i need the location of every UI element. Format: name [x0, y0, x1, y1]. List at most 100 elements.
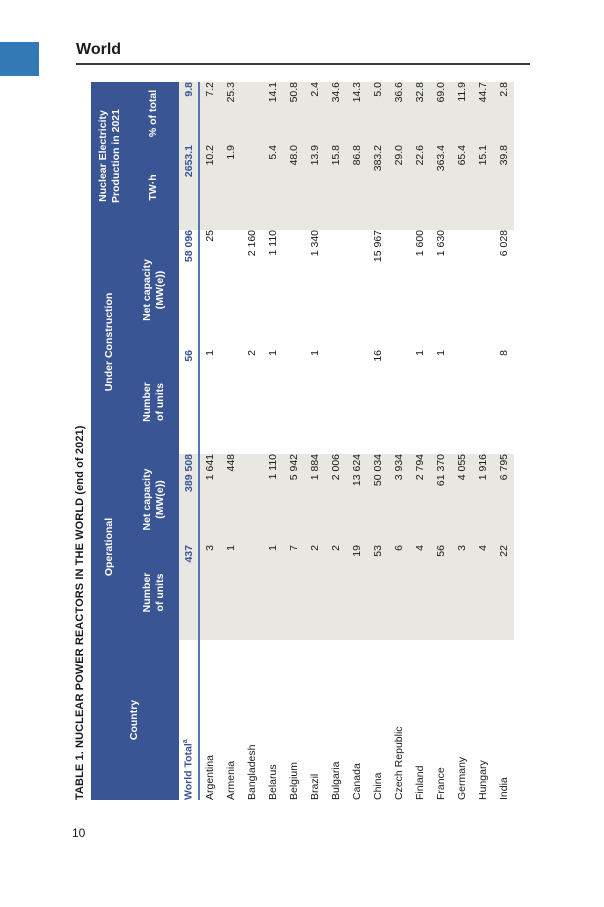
country-cell: Canada [350, 763, 363, 800]
op-cap-cell [241, 453, 262, 545]
op-cap-cell: 1 641 [199, 453, 220, 545]
op-units-cell: 3 [451, 545, 472, 640]
country-cell: Bangladesh [245, 744, 258, 800]
pct-cell: 69.0 [430, 81, 451, 145]
pct-cell: 36.6 [388, 81, 409, 145]
table-row: Canada 19 13 624 86.8 14.3 [346, 81, 367, 800]
uc-cap-cell: 1 340 [308, 229, 321, 257]
table-row: India 22 6 795 8 6 028 39.8 2.8 [493, 81, 514, 800]
twh-cell: 29.0 [388, 144, 409, 230]
col-header-country: Country [91, 640, 179, 800]
world-total-row: World Totala 437 389 508 56 58 096 2653.… [179, 81, 199, 800]
op-units-cell: 7 [283, 545, 304, 640]
uc-units-cell: 8 [497, 349, 510, 356]
table-row: Bulgaria 2 2 006 15.8 34.6 [325, 81, 346, 800]
op-units-cell: 22 [493, 545, 514, 640]
op-units-cell: 3 [199, 545, 220, 640]
op-cap-cell: 6 795 [493, 453, 514, 545]
uc-units-cell: 1 [204, 349, 216, 356]
col-header-uc-capacity: Net capacity (MW(e)) [129, 229, 179, 350]
pct-cell: 34.6 [325, 81, 346, 145]
twh-cell: 1.9 [220, 144, 241, 230]
pct-cell: 14.3 [346, 81, 367, 145]
op-cap-cell: 13 624 [346, 453, 367, 545]
col-header-pct-of-total: % of total [129, 81, 179, 145]
uc-cap-cell: 6 028 [497, 229, 510, 257]
twh-cell: 363.4 [430, 144, 451, 230]
col-group-production-line1: Nuclear Electricity [96, 110, 109, 202]
uc-units-cell: 1 [434, 349, 447, 356]
twh-cell: 383.2 [367, 144, 388, 230]
pct-cell: 44.7 [472, 81, 493, 145]
pct-cell [241, 81, 262, 145]
table-title: TABLE 1. NUCLEAR POWER REACTORS IN THE W… [74, 425, 86, 800]
country-cell: Belgium [287, 762, 300, 800]
op-capacity-cell: 389 508 [179, 453, 199, 545]
country-cell: India [497, 777, 510, 800]
op-units-cell: 53 [367, 545, 388, 640]
table-row: Armenia 1 448 1.9 25.3 [220, 81, 241, 800]
uc-cap-cell: 2 160 [245, 229, 258, 257]
op-units-cell: 2 [325, 545, 346, 640]
country-cell: China [371, 772, 384, 800]
col-group-under-construction: Under Construction [91, 229, 129, 454]
op-cap-cell: 1 884 [304, 453, 325, 545]
pct-cell: 2.8 [493, 81, 514, 145]
footnote-marker: a [182, 739, 190, 744]
country-cell: Germany [455, 756, 468, 800]
op-units-cell: 19 [346, 545, 367, 640]
pct-cell: 50.8 [283, 81, 304, 145]
twh-cell: 10.2 [199, 144, 220, 230]
pct-cell: 14.1 [262, 81, 283, 145]
twh-cell: 22.6 [409, 144, 430, 230]
uc-cap-cell: 25 [204, 229, 216, 242]
twh-cell [241, 144, 262, 230]
twh-cell: 13.9 [304, 144, 325, 230]
country-cell: France [434, 767, 447, 800]
country-cell: World Totala [179, 640, 199, 800]
uc-cap-cell [388, 230, 409, 350]
reactor-table: Country Operational Under Construction N… [91, 81, 514, 800]
op-cap-cell: 1 110 [262, 453, 283, 545]
op-cap-cell: 50 034 [367, 453, 388, 545]
op-cap-cell: 2 794 [409, 453, 430, 545]
pct-cell: 11.9 [451, 81, 472, 145]
twh-cell: 5.4 [262, 144, 283, 230]
op-cap-cell: 4 055 [451, 453, 472, 545]
uc-units-cell [472, 350, 493, 454]
op-units-cell: 2 [304, 545, 325, 640]
table-body: World Totala 437 389 508 56 58 096 2653.… [179, 81, 514, 800]
op-units-cell: 1 [262, 545, 283, 640]
uc-units-cell [325, 350, 346, 454]
op-cap-cell: 3 934 [388, 453, 409, 545]
col-header-op-capacity: Net capacity (MW(e)) [129, 453, 179, 545]
uc-units-cell: 16 [371, 349, 384, 362]
op-units-cell: 6 [388, 545, 409, 640]
op-cap-cell: 61 370 [430, 453, 451, 545]
col-group-operational: Operational [91, 453, 129, 640]
country-cell: Brazil [308, 773, 321, 800]
country-cell: Argentina [204, 755, 216, 800]
table-row: Argentina 3 1 641 1 25 10.2 7.2 [199, 81, 220, 800]
uc-cap-cell [283, 230, 304, 350]
pct-cell: 9.8 [179, 81, 199, 145]
country-cell: Armenia [224, 760, 237, 800]
table-row: Brazil 2 1 884 1 1 340 13.9 2.4 [304, 81, 325, 800]
op-cap-cell: 5 942 [283, 453, 304, 545]
op-units-cell [241, 545, 262, 640]
country-cell: Hungary [476, 760, 489, 800]
pct-cell: 2.4 [304, 81, 325, 145]
table-row: France 56 61 370 1 1 630 363.4 69.0 [430, 81, 451, 800]
op-units-cell: 4 [409, 545, 430, 640]
uc-units-cell [220, 350, 241, 454]
uc-units-cell [388, 350, 409, 454]
section-accent-bar [0, 42, 39, 76]
op-cap-cell: 448 [220, 453, 241, 545]
section-rule [76, 63, 530, 65]
uc-cap-cell [451, 230, 472, 350]
page-number: 10 [72, 826, 86, 840]
twh-cell: 15.1 [472, 144, 493, 230]
reactor-table-block: TABLE 1. NUCLEAR POWER REACTORS IN THE W… [74, 81, 518, 800]
op-cap-cell: 2 006 [325, 453, 346, 545]
